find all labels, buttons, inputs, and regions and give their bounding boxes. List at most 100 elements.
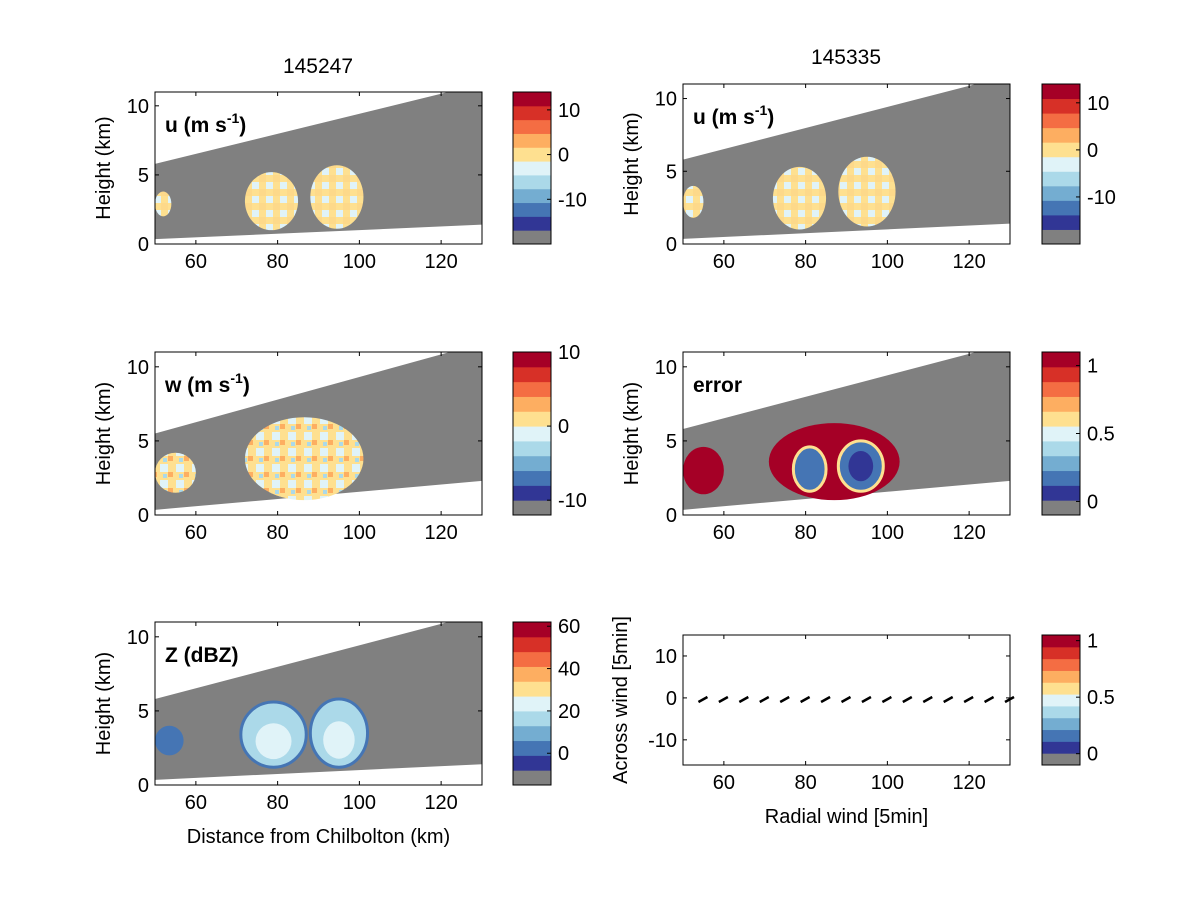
wind-arrow — [718, 695, 729, 704]
x-tick-label: 100 — [343, 251, 376, 273]
colorbar-bin — [513, 455, 551, 472]
colorbar-tick-label: 10 — [1087, 93, 1109, 115]
x-tick-label: 100 — [871, 522, 904, 544]
colorbar-bin — [1042, 113, 1080, 129]
colorbar-bin — [1042, 156, 1080, 172]
panel-label: u (m s-1) — [165, 110, 246, 137]
colorbar-tick-label: 20 — [558, 701, 580, 723]
y-tick-label: 0 — [138, 775, 149, 797]
y-tick-label: 10 — [127, 96, 149, 118]
y-tick-label: 10 — [655, 646, 677, 668]
colorbar-bin — [513, 216, 551, 231]
x-tick-label: 120 — [952, 522, 985, 544]
colorbar-bin — [1042, 381, 1080, 397]
colorbar-bin — [1042, 200, 1080, 216]
colorbar-tick-label: 0 — [558, 743, 569, 765]
data-blob — [155, 725, 184, 756]
colorbar-bin — [513, 174, 551, 190]
colorbar-bin — [1042, 500, 1080, 516]
x-tick-label: 120 — [424, 251, 457, 273]
data-blob — [244, 417, 364, 501]
x-tick-label: 60 — [713, 772, 735, 794]
y-tick-label: 0 — [666, 688, 677, 710]
axes-frame — [154, 91, 483, 245]
x-tick-label: 60 — [713, 522, 735, 544]
y-tick-label: 0 — [138, 234, 149, 256]
data-blob — [791, 445, 828, 493]
x-tick-label: 120 — [952, 251, 985, 273]
y-tick-label: 0 — [666, 505, 677, 527]
x-tick-label: 80 — [267, 792, 289, 814]
colorbar-bin — [1042, 84, 1080, 100]
colorbar-bin — [1042, 426, 1080, 442]
x-tick-label: 60 — [713, 251, 735, 273]
panel-label: Z (dBZ) — [165, 644, 238, 667]
wind-arrow — [738, 695, 749, 704]
x-tick-label: 100 — [343, 522, 376, 544]
colorbar-tick-label: -10 — [558, 189, 587, 211]
colorbar-bin — [513, 666, 551, 682]
axes-frame — [682, 83, 1011, 245]
colorbar-frame — [1041, 83, 1081, 245]
data-blob — [772, 166, 827, 230]
data-blob-core — [255, 723, 292, 760]
x-axis-label: Radial wind [5min] — [765, 806, 928, 828]
y-tick-label: -10 — [648, 730, 677, 752]
colorbar-bin — [513, 740, 551, 756]
axes-frame — [154, 351, 483, 516]
colorbar-bin — [1042, 411, 1080, 427]
y-axis-label: Height (km) — [621, 112, 643, 215]
colorbar-bin — [513, 133, 551, 148]
data-blob — [244, 172, 299, 231]
colorbar-bin — [513, 622, 551, 638]
colorbar-bin — [1042, 682, 1080, 695]
y-tick-label: 0 — [666, 234, 677, 256]
x-tick-label: 80 — [267, 522, 289, 544]
data-blob — [838, 156, 896, 227]
colorbar-bin — [513, 725, 551, 742]
x-tick-label: 80 — [795, 251, 817, 273]
colorbar-bin — [513, 230, 551, 245]
colorbar-bin — [1042, 485, 1080, 501]
wind-arrow — [861, 695, 872, 704]
panel-error-right: 60 80 100 120 0 5 10 Height (km) error 1 0.5 0 — [621, 351, 1115, 544]
y-axis-label: Height (km) — [93, 652, 115, 755]
column-title-left: 145247 — [283, 55, 353, 78]
y-tick-label: 10 — [127, 357, 149, 379]
y-tick-label: 5 — [138, 431, 149, 453]
colorbar-bin — [513, 485, 551, 501]
y-tick-label: 0 — [138, 505, 149, 527]
axes-frame — [682, 351, 1011, 516]
colorbar-bin — [513, 188, 551, 204]
colorbar-tick-label: -10 — [558, 490, 587, 512]
colorbar-bin — [513, 105, 551, 121]
y-tick-label: 5 — [138, 165, 149, 187]
colorbar-frame — [512, 351, 552, 516]
y-tick-label: 10 — [655, 357, 677, 379]
column-title-right: 145335 — [811, 46, 881, 69]
colorbar-bin — [513, 681, 551, 697]
x-tick-label: 100 — [343, 792, 376, 814]
y-axis-label: Height (km) — [621, 382, 643, 485]
colorbar-bin — [1042, 229, 1080, 245]
colorbar-tick-label: 0 — [558, 416, 569, 438]
colorbar-tick-label: 1 — [1087, 631, 1098, 653]
colorbar-bin — [513, 411, 551, 427]
colorbar-bin — [513, 755, 551, 771]
data-blob-core — [323, 721, 355, 759]
colorbar-bin — [513, 381, 551, 397]
radar-sector — [155, 622, 482, 780]
wind-arrow — [820, 695, 831, 704]
wind-arrow — [983, 695, 995, 704]
colorbar-bin — [1042, 396, 1080, 412]
colorbar-bin — [1042, 717, 1080, 731]
panel-label: error — [693, 374, 742, 397]
colorbar-bin — [1042, 670, 1080, 683]
wind-arrow — [902, 695, 913, 704]
colorbar-bin — [1042, 440, 1080, 457]
y-tick-label: 10 — [655, 89, 677, 111]
data-blob — [683, 446, 724, 495]
